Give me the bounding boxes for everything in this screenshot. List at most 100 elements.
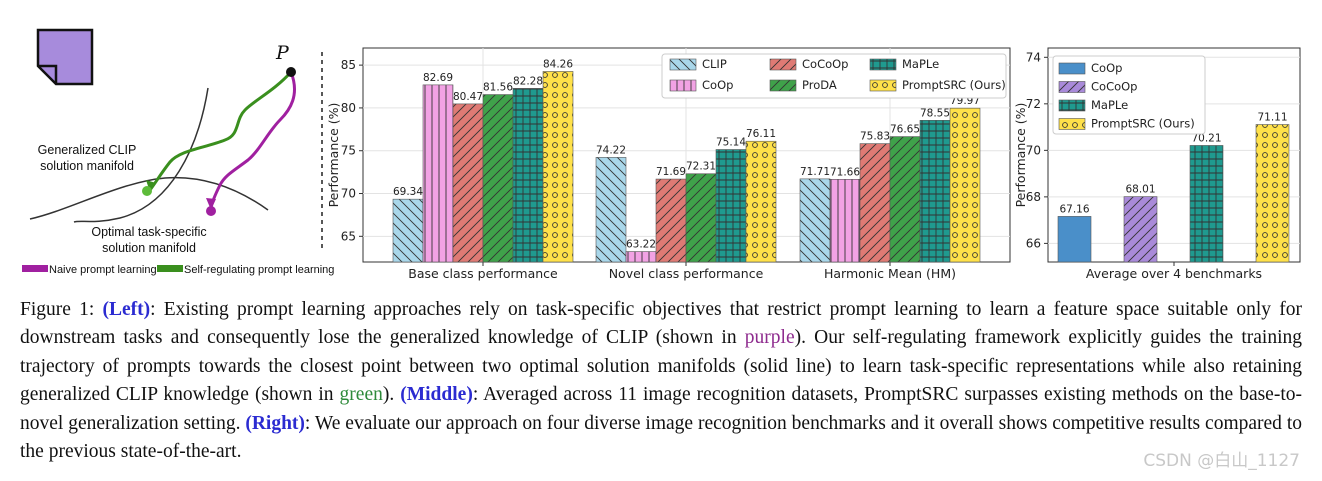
value-label: 76.65 — [890, 124, 920, 136]
caption-prefix: Figure 1: — [20, 299, 103, 320]
naive-trajectory — [209, 71, 296, 209]
value-label: 69.34 — [393, 186, 423, 198]
value-label: 71.69 — [656, 166, 686, 178]
clip-manifold-label-line2: solution manifold — [40, 159, 134, 173]
bar-cocoop — [1123, 196, 1158, 263]
legend-swatch-proda — [769, 79, 797, 92]
value-label: 82.28 — [513, 75, 543, 87]
bar-promptsrc-ours — [1255, 124, 1290, 263]
legend-swatch-promptsrc-ours — [869, 79, 897, 92]
figure-1: P Generalized CLIP solution manifold Opt… — [22, 28, 1301, 281]
x-tick-label: Average over 4 benchmarks — [1086, 266, 1262, 281]
x-tick-label-harmonic-mean-hm: Harmonic Mean (HM) — [824, 266, 956, 281]
legend-swatch-clip — [669, 58, 697, 71]
legend-label-maple: MaPLe — [902, 57, 939, 71]
bar-cocoop-base-class-performance — [452, 103, 484, 263]
left-panel: P Generalized CLIP solution manifold Opt… — [22, 28, 334, 276]
value-label: 67.16 — [1059, 203, 1089, 215]
bar-clip-harmonic-mean-hm — [799, 178, 831, 263]
bar-maple-novel-class-performance — [715, 149, 747, 263]
naive-arrowhead — [206, 198, 216, 210]
clip-manifold-label-line1: Generalized CLIP — [38, 143, 137, 157]
legend-label-proda: ProDA — [802, 78, 837, 92]
value-label: 68.01 — [1125, 184, 1155, 196]
value-label: 71.11 — [1257, 112, 1287, 124]
document-icon — [36, 28, 94, 86]
bar-coop-harmonic-mean-hm — [829, 179, 861, 263]
value-label: 71.66 — [830, 166, 860, 178]
value-label: 80.47 — [453, 91, 483, 103]
self-regulating-endpoint — [142, 186, 152, 196]
bar-maple — [1189, 145, 1224, 263]
value-label: 63.22 — [626, 239, 656, 251]
caption-middle-tag: (Middle) — [400, 384, 473, 406]
caption-text-1: : Existing prompt learning approaches re… — [20, 299, 1302, 349]
y-tick-label: 70 — [1026, 143, 1041, 157]
caption-purple-word: purple — [744, 327, 795, 349]
legend-label-cocoop: CoCoOp — [802, 57, 848, 71]
task-manifold-label-line1: Optimal task-specific — [91, 225, 206, 239]
legend-box — [661, 53, 1007, 99]
y-tick-label: 74 — [1026, 50, 1041, 64]
bar-coop — [1057, 216, 1092, 263]
right-chart: 66 68 70 72 74 Performance (%) 67.16 68.01 70.21… — [1013, 47, 1301, 281]
caption-text-2: ). Our self-regulating framework explici… — [20, 327, 1302, 406]
legend: CoOp CoCoOp MaPLe PromptSRC (Ours) — [1052, 55, 1206, 135]
caption-text-4: : Averaged across 11 image recognition d… — [20, 384, 1302, 434]
bar-coop-base-class-performance — [422, 84, 454, 263]
legend-label-cocoop: CoCoOp — [1091, 80, 1137, 94]
legend-swatch-maple — [1058, 99, 1086, 112]
legend-label-clip: CLIP — [702, 57, 727, 71]
value-label: 81.56 — [483, 82, 513, 94]
y-tick-label: 66 — [1026, 236, 1041, 250]
middle-chart: 65 70 75 80 85 Performance (%) Base class perf… — [326, 47, 1011, 281]
bar-promptsrc-ours-base-class-performance — [542, 71, 574, 263]
legend-swatch-maple — [869, 58, 897, 71]
legend-label-promptsrc-ours: PromptSRC (Ours) — [902, 78, 1006, 92]
bar-clip-novel-class-performance — [595, 157, 627, 263]
bar-coop-novel-class-performance — [625, 251, 657, 263]
legend-box — [1052, 55, 1206, 135]
y-tick-label: 80 — [341, 101, 356, 115]
legend-swatch-promptsrc-ours — [1058, 118, 1086, 130]
value-label: 82.69 — [423, 72, 453, 84]
y-tick-label: 70 — [341, 187, 356, 201]
clip-manifold-curve — [73, 87, 209, 223]
value-label: 75.83 — [860, 131, 890, 143]
legend-label-self-regulating: Self-regulating prompt learning — [184, 264, 334, 276]
caption-text-3: ). — [382, 384, 401, 406]
value-label: 70.21 — [1191, 132, 1221, 144]
figure-caption: Figure 1: (Left): Existing prompt learni… — [20, 296, 1302, 466]
bar-promptsrc-ours-novel-class-performance — [745, 140, 777, 263]
value-label: 78.55 — [920, 107, 950, 119]
legend: CLIP CoCoOp MaPLe CoOp ProDA PromptSRC (Ours) — [661, 53, 1007, 99]
value-label: 74.22 — [596, 144, 626, 156]
y-tick-label: 75 — [341, 144, 356, 158]
bar-maple-base-class-performance — [512, 88, 544, 263]
legend-swatch-cocoop — [769, 58, 797, 71]
self-regulating-trajectory — [148, 71, 293, 191]
bar-proda-novel-class-performance — [685, 173, 717, 263]
legend-swatch-self-regulating — [157, 265, 183, 272]
caption-green-word: green — [339, 384, 383, 406]
x-tick-label-base-class-performance: Base class performance — [408, 266, 558, 281]
legend-swatch-coop — [669, 79, 697, 92]
watermark: CSDN @白山_1127 — [1143, 451, 1300, 471]
y-tick-label: 72 — [1026, 97, 1041, 111]
caption-left-tag: (Left) — [102, 299, 151, 320]
bar-cocoop-harmonic-mean-hm — [859, 143, 891, 263]
bar-promptsrc-ours-harmonic-mean-hm — [949, 107, 981, 263]
bar-clip-base-class-performance — [392, 198, 424, 263]
point-p-label: P — [275, 42, 290, 64]
y-tick-label: 68 — [1026, 190, 1041, 204]
value-label: 75.14 — [716, 137, 746, 149]
bar-proda-harmonic-mean-hm — [889, 136, 921, 263]
legend-swatch-naive — [22, 265, 48, 272]
bar-proda-base-class-performance — [482, 94, 514, 263]
caption-right-tag: (Right) — [245, 412, 305, 434]
legend-swatch-coop — [1058, 62, 1086, 75]
bar-maple-harmonic-mean-hm — [919, 120, 951, 263]
legend-label-coop: CoOp — [1091, 61, 1122, 75]
legend-label-promptsrc-ours: PromptSRC (Ours) — [1091, 117, 1195, 131]
point-p-marker — [286, 67, 296, 77]
